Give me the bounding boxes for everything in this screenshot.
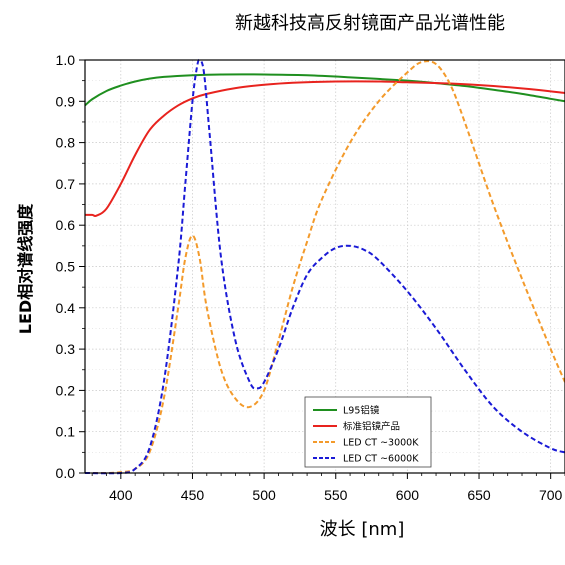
y-tick-label: 0.1 xyxy=(56,424,76,440)
legend-label: L95铝镜 xyxy=(343,405,380,417)
x-tick-label: 700 xyxy=(539,487,563,503)
x-axis-label: 波长 [nm] xyxy=(320,519,405,540)
x-tick-label: 650 xyxy=(467,487,491,503)
y-tick-label: 0.3 xyxy=(56,341,76,357)
y-tick-label: 0.8 xyxy=(56,135,76,151)
y-tick-label: 0.5 xyxy=(56,259,76,275)
y-axis-label: LED相对谱线强度 xyxy=(16,203,35,334)
y-tick-label: 0.2 xyxy=(56,382,76,398)
legend-label: LED CT ~6000K xyxy=(343,454,419,465)
legend-label: 标准铝镜产品 xyxy=(343,421,400,433)
x-tick-label: 600 xyxy=(396,487,420,503)
series-line-4 xyxy=(84,58,565,475)
x-tick-label: 500 xyxy=(252,487,276,503)
y-axis-ticks: 0.0 0.1 0.2 0.3 0.4 0.5 0.6 0.7 0.8 0.9 1.0 xyxy=(56,52,85,481)
x-tick-label: 400 xyxy=(109,487,133,503)
x-tick-label: 550 xyxy=(324,487,348,503)
x-axis-ticks: 400 450 500 550 600 650 700 xyxy=(91,473,565,503)
y-tick-label: 0.0 xyxy=(56,465,76,481)
legend-label: LED CT ~3000K xyxy=(343,438,419,449)
series-lines xyxy=(84,58,565,475)
series-line-2 xyxy=(84,80,565,218)
y-tick-label: 0.6 xyxy=(56,217,76,233)
y-tick-label: 0.9 xyxy=(56,93,76,109)
chart-title: 新越科技高反射镜面产品光谱性能 xyxy=(235,13,505,34)
y-tick-label: 0.7 xyxy=(56,176,76,192)
y-tick-label: 1.0 xyxy=(56,52,76,68)
series-line-1 xyxy=(84,73,565,107)
legend-box xyxy=(304,396,432,468)
x-tick-label: 450 xyxy=(181,487,205,503)
y-tick-label: 0.4 xyxy=(56,300,76,316)
